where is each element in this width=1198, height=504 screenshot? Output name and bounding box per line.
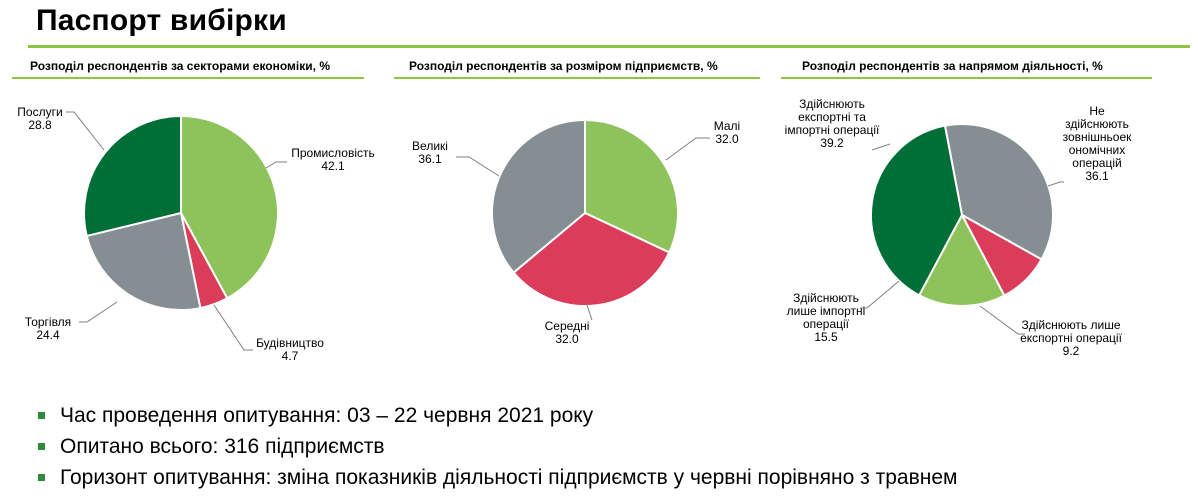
pie-slice	[83, 114, 182, 238]
bullet-square-icon	[38, 443, 45, 450]
leader-line	[665, 137, 710, 161]
data-label: Великі 36.1	[412, 139, 448, 166]
chart-title-activity: Розподіл респондентів за напрямом діяльн…	[802, 59, 1103, 73]
data-label: Будівництво 4.7	[256, 336, 324, 363]
pie-slice	[85, 211, 202, 311]
pie-slice	[491, 118, 586, 274]
data-label: Здійснюють експортні та імпортні операції 3…	[785, 97, 880, 150]
leader-line	[79, 301, 118, 323]
leader-line	[860, 280, 900, 309]
chart-title-underline	[394, 77, 760, 79]
pie-chart-sectors: Промисловість 42.1 Будівництво 4.7 Торгівля 2…	[17, 105, 374, 363]
data-label: Не здійснюють зовнішньоек ономічних операцій…	[1063, 104, 1133, 183]
pie-slice	[917, 212, 1006, 308]
data-label: Послуги 28.8	[17, 105, 62, 132]
list-item: Опитано всього: 316 підприємств	[38, 431, 957, 462]
title-divider	[28, 45, 1190, 48]
chart-title-underline	[12, 77, 364, 79]
bullet-text: Час проведення опитування: 03 – 22 червн…	[60, 404, 594, 427]
list-item: Горизонт опитування: зміна показників ді…	[38, 462, 957, 493]
list-item: Час проведення опитування: 03 – 22 червн…	[38, 400, 957, 431]
pie-slice	[180, 114, 279, 300]
survey-info-list: Час проведення опитування: 03 – 22 червн…	[38, 400, 957, 493]
page-title: Паспорт вибірки	[36, 4, 287, 37]
leader-line	[586, 304, 593, 321]
data-label: Середні 32.0	[545, 319, 590, 346]
pie-slice	[584, 118, 679, 254]
data-label: Малі 32.0	[714, 119, 740, 146]
chart-title-underline	[781, 77, 1152, 79]
bullet-square-icon	[38, 412, 45, 419]
bullet-text: Опитано всього: 316 підприємств	[60, 435, 385, 458]
leader-line	[456, 156, 500, 177]
pie-slice	[943, 123, 1054, 261]
leader-line	[265, 161, 287, 169]
data-label: Здійснюють лише експортні операції 9.2	[1020, 318, 1122, 358]
pie-slice	[870, 124, 964, 297]
chart-title-size: Розподіл респондентів за розміром підпри…	[409, 59, 718, 73]
leader-line	[871, 143, 891, 151]
data-label: Торгівля 24.4	[25, 315, 71, 342]
data-label: Здійснюють лише імпортні операції 15.5	[787, 291, 866, 344]
leader-line	[979, 305, 1025, 335]
leader-line	[213, 304, 253, 351]
pie-chart-activity: Не здійснюють зовнішньоек ономічних операцій…	[785, 97, 1133, 358]
pie-slice	[512, 211, 671, 307]
leader-line	[66, 111, 105, 151]
pie-chart-size: Малі 32.0 Середні 32.0 Великі 36.1	[412, 118, 740, 346]
chart-title-sectors: Розподіл респондентів за секторами еконо…	[30, 59, 330, 73]
bullet-square-icon	[38, 474, 45, 481]
data-label: Промисловість 42.1	[291, 146, 375, 173]
leader-line	[1047, 181, 1064, 187]
bullet-text: Горизонт опитування: зміна показників ді…	[60, 466, 958, 489]
